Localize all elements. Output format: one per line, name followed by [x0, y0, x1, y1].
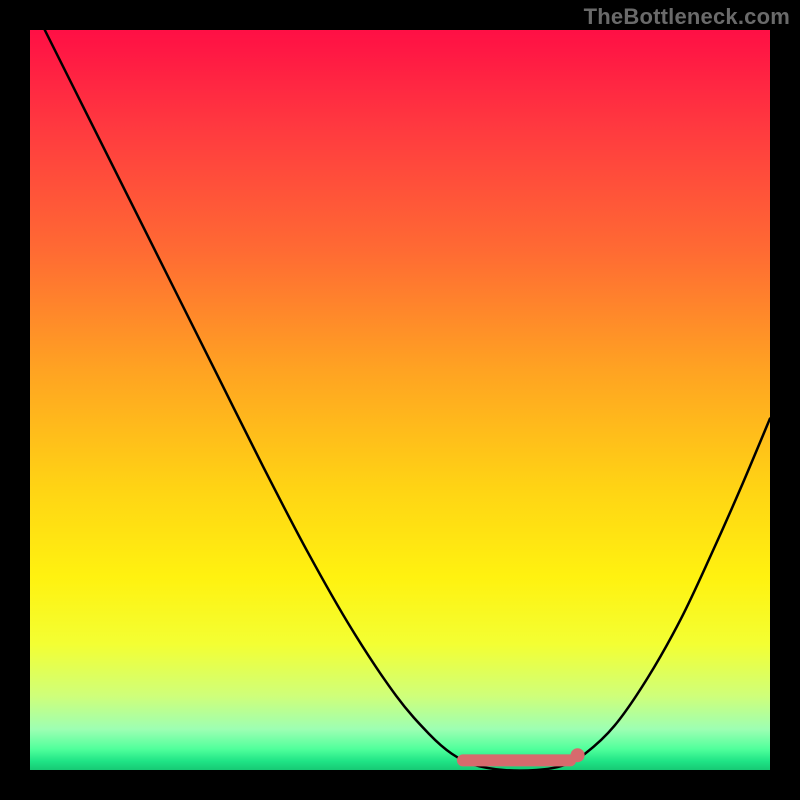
watermark-text: TheBottleneck.com: [584, 4, 790, 30]
bottleneck-chart: [0, 0, 800, 800]
optimal-range-end-dot: [571, 748, 585, 762]
